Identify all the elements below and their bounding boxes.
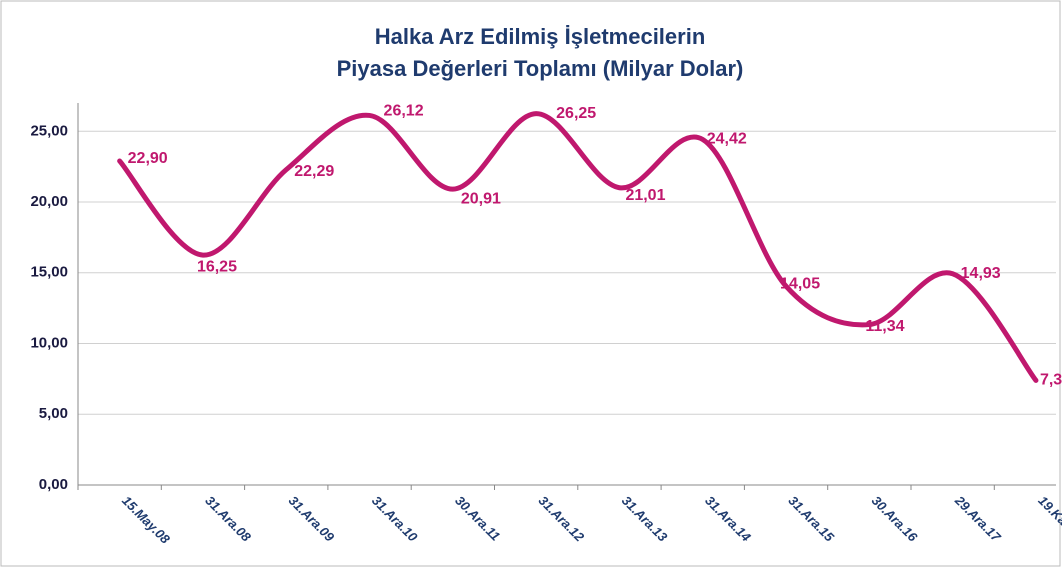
- data-label: 7,39: [1040, 372, 1062, 389]
- data-label: 24,42: [707, 131, 747, 148]
- data-label: 14,93: [961, 265, 1001, 282]
- data-label: 16,25: [197, 258, 237, 275]
- y-tick-label: 0,00: [39, 476, 68, 493]
- chart-subtitle: Piyasa Değerleri Toplamı (Milyar Dolar): [337, 56, 744, 81]
- data-label: 26,12: [384, 103, 424, 120]
- data-label: 22,29: [294, 163, 334, 180]
- y-tick-label: 20,00: [30, 193, 68, 210]
- data-label: 14,05: [780, 275, 820, 292]
- y-tick-label: 25,00: [30, 122, 68, 139]
- y-tick-label: 5,00: [39, 405, 68, 422]
- data-label: 21,01: [625, 187, 665, 204]
- y-tick-label: 10,00: [30, 334, 68, 351]
- chart-title: Halka Arz Edilmiş İşletmecilerin: [375, 24, 706, 49]
- data-line: [117, 111, 1039, 383]
- data-label: 22,90: [128, 150, 168, 167]
- y-tick-label: 15,00: [30, 264, 68, 281]
- data-label: 26,25: [556, 105, 596, 122]
- data-label: 20,91: [461, 190, 501, 207]
- data-label: 11,34: [865, 318, 904, 335]
